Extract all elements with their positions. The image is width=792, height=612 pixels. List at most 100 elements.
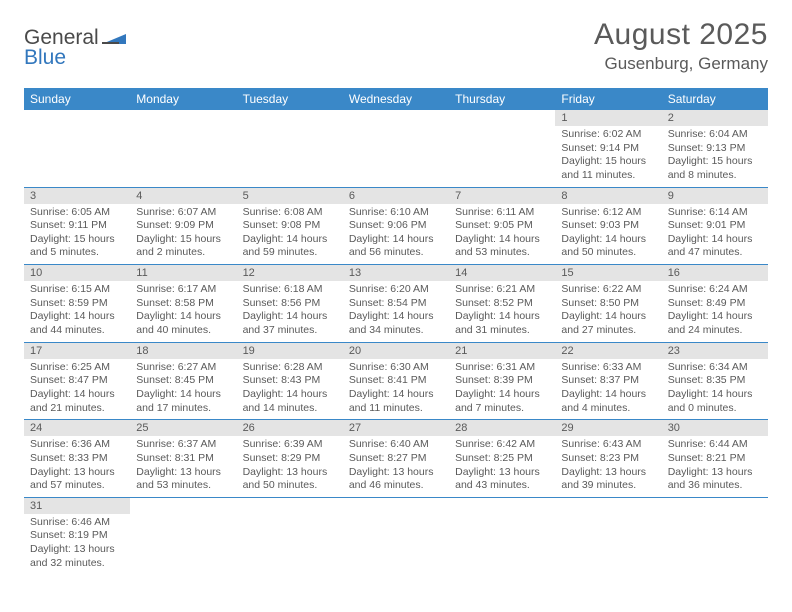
dow-tue: Tuesday — [237, 88, 343, 110]
detail-dl1: Daylight: 14 hours — [349, 388, 443, 402]
detail-dl1: Daylight: 15 hours — [30, 233, 124, 247]
detail-sunset: Sunset: 8:33 PM — [30, 452, 124, 466]
calendar-cell: 7Sunrise: 6:11 AMSunset: 9:05 PMDaylight… — [449, 187, 555, 265]
detail-sunrise: Sunrise: 6:24 AM — [668, 283, 762, 297]
calendar-cell — [343, 497, 449, 574]
detail-dl2: and 53 minutes. — [136, 479, 230, 493]
detail-sunrise: Sunrise: 6:07 AM — [136, 206, 230, 220]
detail-sunset: Sunset: 9:03 PM — [561, 219, 655, 233]
detail-dl1: Daylight: 14 hours — [455, 388, 549, 402]
detail-sunrise: Sunrise: 6:17 AM — [136, 283, 230, 297]
dow-thu: Thursday — [449, 88, 555, 110]
page-header: General August 2025 Gusenburg, Germany — [24, 18, 768, 74]
detail-sunset: Sunset: 8:58 PM — [136, 297, 230, 311]
detail-sunset: Sunset: 8:25 PM — [455, 452, 549, 466]
day-number: 17 — [24, 343, 130, 359]
calendar-cell: 11Sunrise: 6:17 AMSunset: 8:58 PMDayligh… — [130, 265, 236, 343]
detail-sunrise: Sunrise: 6:22 AM — [561, 283, 655, 297]
detail-dl2: and 56 minutes. — [349, 246, 443, 260]
calendar-cell: 25Sunrise: 6:37 AMSunset: 8:31 PMDayligh… — [130, 420, 236, 498]
detail-dl2: and 4 minutes. — [561, 402, 655, 416]
day-number: 1 — [555, 110, 661, 126]
detail-dl2: and 27 minutes. — [561, 324, 655, 338]
detail-sunrise: Sunrise: 6:11 AM — [455, 206, 549, 220]
calendar-cell — [130, 110, 236, 187]
detail-sunset: Sunset: 8:59 PM — [30, 297, 124, 311]
detail-dl2: and 40 minutes. — [136, 324, 230, 338]
day-details: Sunrise: 6:21 AMSunset: 8:52 PMDaylight:… — [449, 281, 555, 342]
detail-sunset: Sunset: 8:19 PM — [30, 529, 124, 543]
calendar-row: 31Sunrise: 6:46 AMSunset: 8:19 PMDayligh… — [24, 497, 768, 574]
day-details: Sunrise: 6:22 AMSunset: 8:50 PMDaylight:… — [555, 281, 661, 342]
day-number: 7 — [449, 188, 555, 204]
detail-sunset: Sunset: 8:27 PM — [349, 452, 443, 466]
day-number: 6 — [343, 188, 449, 204]
detail-dl1: Daylight: 14 hours — [136, 388, 230, 402]
detail-sunrise: Sunrise: 6:05 AM — [30, 206, 124, 220]
calendar-cell: 30Sunrise: 6:44 AMSunset: 8:21 PMDayligh… — [662, 420, 768, 498]
calendar-row: 17Sunrise: 6:25 AMSunset: 8:47 PMDayligh… — [24, 342, 768, 420]
day-details: Sunrise: 6:46 AMSunset: 8:19 PMDaylight:… — [24, 514, 130, 575]
calendar-cell — [555, 497, 661, 574]
day-number: 9 — [662, 188, 768, 204]
detail-dl2: and 21 minutes. — [30, 402, 124, 416]
day-details: Sunrise: 6:28 AMSunset: 8:43 PMDaylight:… — [237, 359, 343, 420]
day-number: 11 — [130, 265, 236, 281]
detail-sunrise: Sunrise: 6:02 AM — [561, 128, 655, 142]
detail-dl1: Daylight: 14 hours — [30, 388, 124, 402]
calendar-cell: 8Sunrise: 6:12 AMSunset: 9:03 PMDaylight… — [555, 187, 661, 265]
detail-sunrise: Sunrise: 6:18 AM — [243, 283, 337, 297]
day-details: Sunrise: 6:18 AMSunset: 8:56 PMDaylight:… — [237, 281, 343, 342]
calendar-cell: 18Sunrise: 6:27 AMSunset: 8:45 PMDayligh… — [130, 342, 236, 420]
day-details: Sunrise: 6:04 AMSunset: 9:13 PMDaylight:… — [662, 126, 768, 187]
detail-dl2: and 59 minutes. — [243, 246, 337, 260]
dow-sun: Sunday — [24, 88, 130, 110]
calendar-cell: 20Sunrise: 6:30 AMSunset: 8:41 PMDayligh… — [343, 342, 449, 420]
detail-sunrise: Sunrise: 6:39 AM — [243, 438, 337, 452]
detail-sunset: Sunset: 8:35 PM — [668, 374, 762, 388]
detail-dl1: Daylight: 14 hours — [668, 310, 762, 324]
day-number: 8 — [555, 188, 661, 204]
day-details: Sunrise: 6:37 AMSunset: 8:31 PMDaylight:… — [130, 436, 236, 497]
detail-sunset: Sunset: 8:50 PM — [561, 297, 655, 311]
detail-sunrise: Sunrise: 6:15 AM — [30, 283, 124, 297]
detail-sunrise: Sunrise: 6:04 AM — [668, 128, 762, 142]
calendar-cell — [449, 110, 555, 187]
calendar-cell — [343, 110, 449, 187]
detail-sunset: Sunset: 8:52 PM — [455, 297, 549, 311]
day-details: Sunrise: 6:20 AMSunset: 8:54 PMDaylight:… — [343, 281, 449, 342]
title-block: August 2025 Gusenburg, Germany — [594, 18, 768, 74]
detail-dl1: Daylight: 14 hours — [561, 388, 655, 402]
dow-header-row: Sunday Monday Tuesday Wednesday Thursday… — [24, 88, 768, 110]
detail-dl1: Daylight: 14 hours — [30, 310, 124, 324]
day-number: 27 — [343, 420, 449, 436]
detail-sunrise: Sunrise: 6:10 AM — [349, 206, 443, 220]
detail-dl2: and 14 minutes. — [243, 402, 337, 416]
detail-dl2: and 39 minutes. — [561, 479, 655, 493]
detail-dl2: and 37 minutes. — [243, 324, 337, 338]
month-title: August 2025 — [594, 18, 768, 52]
calendar-cell: 2Sunrise: 6:04 AMSunset: 9:13 PMDaylight… — [662, 110, 768, 187]
detail-sunset: Sunset: 9:14 PM — [561, 142, 655, 156]
day-details: Sunrise: 6:34 AMSunset: 8:35 PMDaylight:… — [662, 359, 768, 420]
day-details: Sunrise: 6:14 AMSunset: 9:01 PMDaylight:… — [662, 204, 768, 265]
day-number: 26 — [237, 420, 343, 436]
calendar-cell: 5Sunrise: 6:08 AMSunset: 9:08 PMDaylight… — [237, 187, 343, 265]
day-number: 5 — [237, 188, 343, 204]
day-number: 30 — [662, 420, 768, 436]
calendar-cell: 23Sunrise: 6:34 AMSunset: 8:35 PMDayligh… — [662, 342, 768, 420]
day-details: Sunrise: 6:40 AMSunset: 8:27 PMDaylight:… — [343, 436, 449, 497]
detail-dl2: and 0 minutes. — [668, 402, 762, 416]
detail-sunset: Sunset: 8:49 PM — [668, 297, 762, 311]
calendar-cell: 3Sunrise: 6:05 AMSunset: 9:11 PMDaylight… — [24, 187, 130, 265]
day-number: 15 — [555, 265, 661, 281]
detail-sunset: Sunset: 8:43 PM — [243, 374, 337, 388]
detail-dl2: and 31 minutes. — [455, 324, 549, 338]
flag-icon — [102, 28, 126, 49]
day-number: 2 — [662, 110, 768, 126]
detail-dl1: Daylight: 15 hours — [136, 233, 230, 247]
detail-sunset: Sunset: 8:54 PM — [349, 297, 443, 311]
day-details: Sunrise: 6:02 AMSunset: 9:14 PMDaylight:… — [555, 126, 661, 187]
calendar-cell: 13Sunrise: 6:20 AMSunset: 8:54 PMDayligh… — [343, 265, 449, 343]
day-details: Sunrise: 6:43 AMSunset: 8:23 PMDaylight:… — [555, 436, 661, 497]
